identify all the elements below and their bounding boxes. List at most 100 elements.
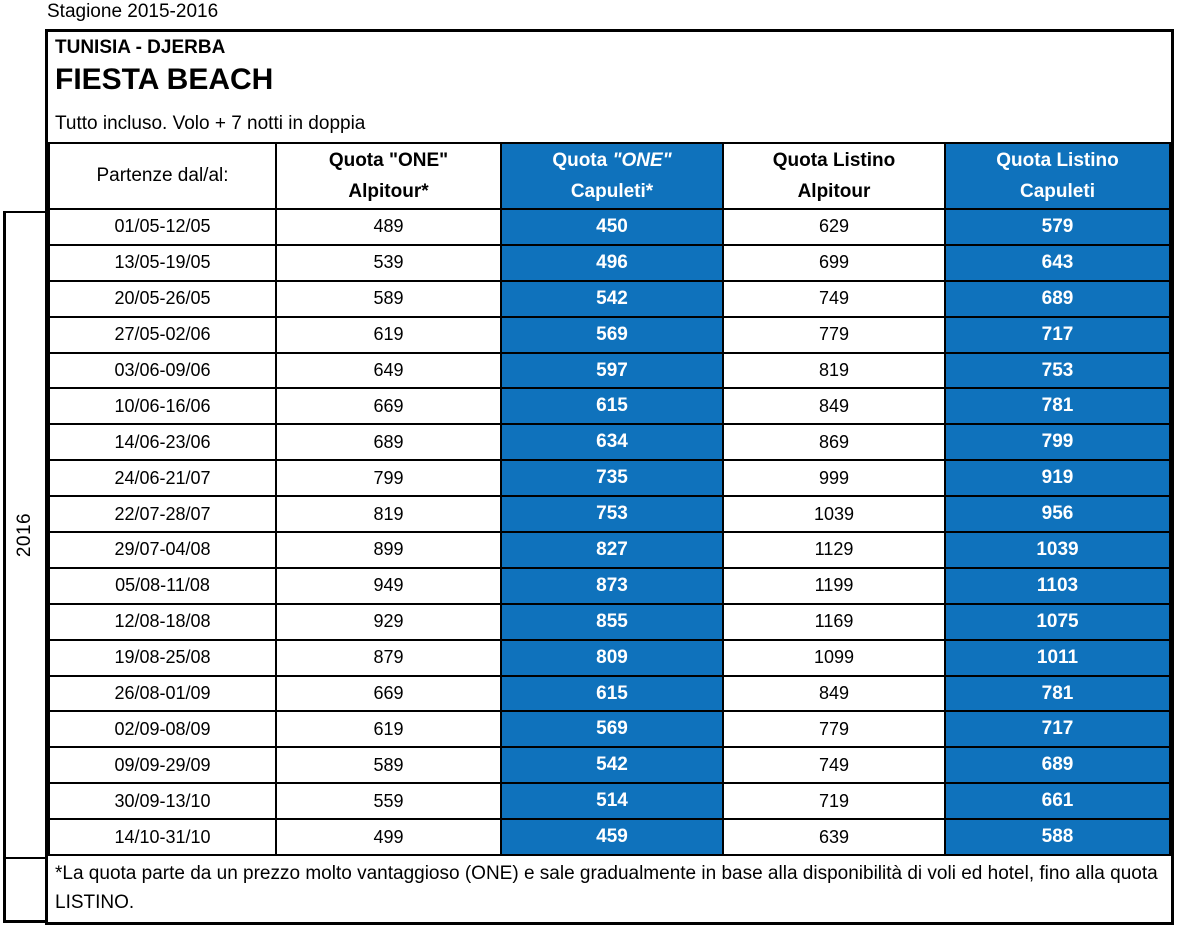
price-table: Partenze dal/al: Quota "ONE" Alpitour* Q… xyxy=(48,142,1171,857)
price-one-capuleti: 542 xyxy=(500,746,724,785)
table-row: 03/06-09/06 649 597 819 753 xyxy=(48,351,1171,390)
price-one-capuleti: 514 xyxy=(500,782,724,821)
season-label: Stagione 2015-2016 xyxy=(47,1,219,22)
package-subtitle: Tutto incluso. Volo + 7 notti in doppia xyxy=(55,112,366,134)
price-one-alpitour: 799 xyxy=(275,459,502,498)
price-one-capuleti: 634 xyxy=(500,423,724,462)
date-cell: 03/06-09/06 xyxy=(48,351,277,390)
table-row: 22/07-28/07 819 753 1039 956 xyxy=(48,495,1171,534)
price-listino-capuleti: 956 xyxy=(944,495,1171,534)
table-row: 01/05-12/05 489 450 629 579 xyxy=(48,208,1171,246)
price-listino-capuleti: 781 xyxy=(944,387,1171,426)
date-cell: 14/06-23/06 xyxy=(48,423,277,462)
column-header-one-alpitour: Quota "ONE" Alpitour* xyxy=(275,142,502,210)
column-header-line1: Quota Listino xyxy=(772,149,896,171)
price-table-body: 01/05-12/05 489 450 629 579 13/05-19/05 539 496… xyxy=(48,208,1171,857)
date-cell: 09/09-29/09 xyxy=(48,746,277,785)
table-row: 24/06-21/07 799 735 999 919 xyxy=(48,459,1171,498)
price-listino-capuleti: 1103 xyxy=(944,566,1171,605)
date-cell: 02/09-08/09 xyxy=(48,710,277,749)
price-listino-capuleti: 717 xyxy=(944,315,1171,354)
date-cell: 05/08-11/08 xyxy=(48,566,277,605)
price-listino-alpitour: 1129 xyxy=(722,531,946,569)
price-one-alpitour: 559 xyxy=(275,782,502,821)
date-cell: 13/05-19/05 xyxy=(48,243,277,282)
column-header-label: Partenze dal/al: xyxy=(96,165,229,187)
price-listino-capuleti: 1039 xyxy=(944,531,1171,569)
date-cell: 10/06-16/06 xyxy=(48,387,277,426)
column-header-line1: Quota Listino xyxy=(996,149,1119,171)
price-one-alpitour: 539 xyxy=(275,243,502,282)
table-row: 14/10-31/10 499 459 639 588 xyxy=(48,818,1171,857)
year-label: 2016 xyxy=(14,512,36,558)
footnote: *La quota parte da un prezzo molto vanta… xyxy=(55,863,1158,914)
price-one-alpitour: 689 xyxy=(275,423,502,462)
price-listino-alpitour: 639 xyxy=(722,818,946,857)
table-row: 09/09-29/09 589 542 749 689 xyxy=(48,746,1171,785)
price-one-capuleti: 450 xyxy=(500,208,724,246)
price-listino-alpitour: 819 xyxy=(722,351,946,390)
table-row: 13/05-19/05 539 496 699 643 xyxy=(48,243,1171,282)
price-one-alpitour: 669 xyxy=(275,387,502,426)
table-row: 14/06-23/06 689 634 869 799 xyxy=(48,423,1171,462)
price-listino-alpitour: 1199 xyxy=(722,566,946,605)
price-listino-capuleti: 781 xyxy=(944,674,1171,713)
date-cell: 19/08-25/08 xyxy=(48,638,277,677)
date-cell: 26/08-01/09 xyxy=(48,674,277,713)
column-header-one-capuleti: Quota "ONE" Capuleti* xyxy=(500,142,724,210)
price-listino-capuleti: 753 xyxy=(944,351,1171,390)
price-one-alpitour: 619 xyxy=(275,315,502,354)
price-one-alpitour: 879 xyxy=(275,638,502,677)
table-row: 29/07-04/08 899 827 1129 1039 xyxy=(48,531,1171,569)
price-one-capuleti: 855 xyxy=(500,602,724,641)
price-one-capuleti: 569 xyxy=(500,710,724,749)
header-row: Partenze dal/al: Quota "ONE" Alpitour* Q… xyxy=(48,142,1171,210)
price-listino-alpitour: 999 xyxy=(722,459,946,498)
price-one-capuleti: 753 xyxy=(500,495,724,534)
price-one-capuleti: 809 xyxy=(500,638,724,677)
price-listino-alpitour: 779 xyxy=(722,315,946,354)
date-cell: 24/06-21/07 xyxy=(48,459,277,498)
table-row: 30/09-13/10 559 514 719 661 xyxy=(48,782,1171,821)
price-listino-alpitour: 1039 xyxy=(722,495,946,534)
price-listino-alpitour: 749 xyxy=(722,746,946,785)
price-one-capuleti: 873 xyxy=(500,566,724,605)
date-cell: 20/05-26/05 xyxy=(48,279,277,318)
price-one-capuleti: 542 xyxy=(500,279,724,318)
price-listino-alpitour: 849 xyxy=(722,674,946,713)
title-block: TUNISIA - DJERBA FIESTA BEACH Tutto incl… xyxy=(48,32,1171,142)
date-cell: 27/05-02/06 xyxy=(48,315,277,354)
price-table-head: Partenze dal/al: Quota "ONE" Alpitour* Q… xyxy=(48,142,1171,210)
price-listino-capuleti: 661 xyxy=(944,782,1171,821)
table-row: 12/08-18/08 929 855 1169 1075 xyxy=(48,602,1171,641)
column-header-line2: Alpitour xyxy=(797,181,871,202)
price-listino-capuleti: 579 xyxy=(944,208,1171,246)
price-listino-capuleti: 1011 xyxy=(944,638,1171,677)
column-header-listino-alpitour: Quota Listino Alpitour xyxy=(722,142,946,210)
price-one-capuleti: 496 xyxy=(500,243,724,282)
price-one-capuleti: 827 xyxy=(500,531,724,569)
column-header-line2: Capuleti* xyxy=(570,181,654,202)
price-listino-alpitour: 719 xyxy=(722,782,946,821)
table-row: 19/08-25/08 879 809 1099 1011 xyxy=(48,638,1171,677)
year-cell: 2016 xyxy=(6,213,45,859)
date-cell: 29/07-04/08 xyxy=(48,531,277,569)
destination-label: TUNISIA - DJERBA xyxy=(55,37,226,58)
price-one-alpitour: 589 xyxy=(275,279,502,318)
price-listino-alpitour: 749 xyxy=(722,279,946,318)
price-listino-alpitour: 699 xyxy=(722,243,946,282)
price-one-alpitour: 949 xyxy=(275,566,502,605)
price-one-alpitour: 819 xyxy=(275,495,502,534)
table-row: 10/06-16/06 669 615 849 781 xyxy=(48,387,1171,426)
price-one-alpitour: 499 xyxy=(275,818,502,857)
price-one-capuleti: 615 xyxy=(500,674,724,713)
column-header-line1: Quota "ONE" xyxy=(328,149,449,171)
column-header-line2: Alpitour* xyxy=(348,181,429,202)
column-header-listino-capuleti: Quota Listino Capuleti xyxy=(944,142,1171,210)
price-one-alpitour: 929 xyxy=(275,602,502,641)
table-row: 05/08-11/08 949 873 1199 1103 xyxy=(48,566,1171,605)
table-row: 26/08-01/09 669 615 849 781 xyxy=(48,674,1171,713)
price-one-capuleti: 569 xyxy=(500,315,724,354)
price-one-capuleti: 597 xyxy=(500,351,724,390)
price-one-capuleti: 735 xyxy=(500,459,724,498)
